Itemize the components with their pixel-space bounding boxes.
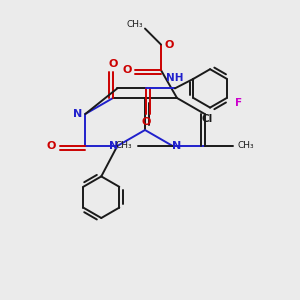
Text: CH₃: CH₃: [237, 142, 254, 151]
Text: CH₃: CH₃: [115, 142, 132, 151]
Text: O: O: [47, 141, 56, 151]
Text: O: O: [164, 40, 174, 50]
Text: N: N: [109, 141, 118, 151]
Text: O: O: [123, 65, 132, 75]
Text: NH: NH: [166, 74, 184, 83]
Text: N: N: [73, 109, 82, 119]
Text: O: O: [108, 59, 118, 69]
Text: Cl: Cl: [202, 114, 213, 124]
Text: N: N: [172, 141, 181, 151]
Text: CH₃: CH₃: [127, 20, 143, 29]
Text: F: F: [235, 98, 242, 108]
Text: O: O: [141, 117, 151, 127]
